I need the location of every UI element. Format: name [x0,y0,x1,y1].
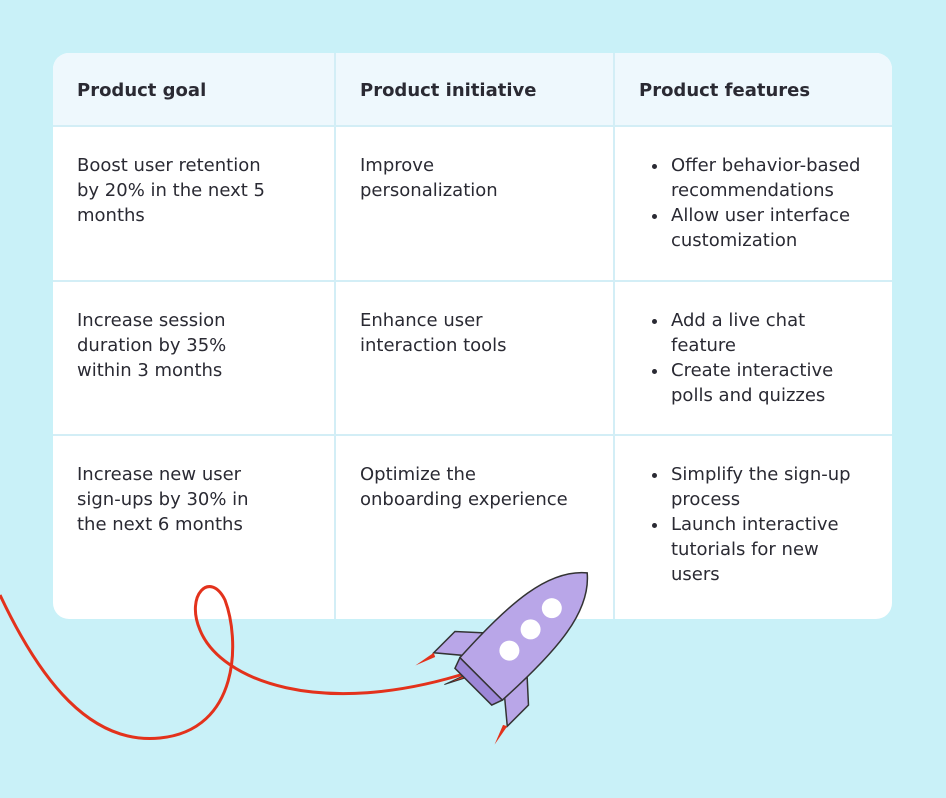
table-row: Increase session duration by 35% within … [53,279,892,437]
goal-cell: Boost user retention by 20% in the next … [53,125,336,282]
feature-list: Add a live chat featureCreate interactiv… [639,308,868,408]
column-header: Product features [613,53,892,127]
table-row: Boost user retention by 20% in the next … [53,125,892,282]
initiative-cell: Optimize the onboarding experience [334,434,615,619]
table-row: Increase new user sign-ups by 30% in the… [53,434,892,619]
table-card: Product goal Product initiative Product fe… [53,53,892,619]
feature-item: Simplify the sign-up process [669,462,868,512]
feature-item: Offer behavior-based recommendations [669,153,868,203]
features-cell: Simplify the sign-up processLaunch inter… [613,434,892,619]
goal-cell: Increase session duration by 35% within … [53,279,336,437]
feature-list: Simplify the sign-up processLaunch inter… [639,462,868,587]
initiative-text: Improve personalization [360,155,498,201]
feature-list: Offer behavior-based recommendationsAllo… [639,153,868,253]
goal-cell: Increase new user sign-ups by 30% in the… [53,434,336,619]
feature-item: Create interactive polls and quizzes [669,358,868,408]
features-cell: Add a live chat featureCreate interactiv… [613,279,892,437]
column-header: Product goal [53,53,336,127]
goal-text: Increase session duration by 35% within … [77,309,227,381]
table: Product goal Product initiative Product fe… [53,53,892,619]
feature-item: Allow user interface customization [669,203,868,253]
initiative-text: Enhance user interaction tools [360,309,507,356]
initiative-cell: Improve personalization [334,125,615,282]
initiative-text: Optimize the onboarding experience [360,464,568,511]
column-header: Product initiative [334,53,615,127]
goal-text: Boost user retention by 20% in the next … [77,155,265,226]
goal-text: Increase new user sign-ups by 30% in the… [77,464,249,536]
feature-item: Launch interactive tutorials for new use… [669,512,868,587]
features-cell: Offer behavior-based recommendationsAllo… [613,125,892,282]
initiative-cell: Enhance user interaction tools [334,279,615,437]
header-row: Product goal Product initiative Product fe… [53,53,892,127]
feature-item: Add a live chat feature [669,308,868,358]
